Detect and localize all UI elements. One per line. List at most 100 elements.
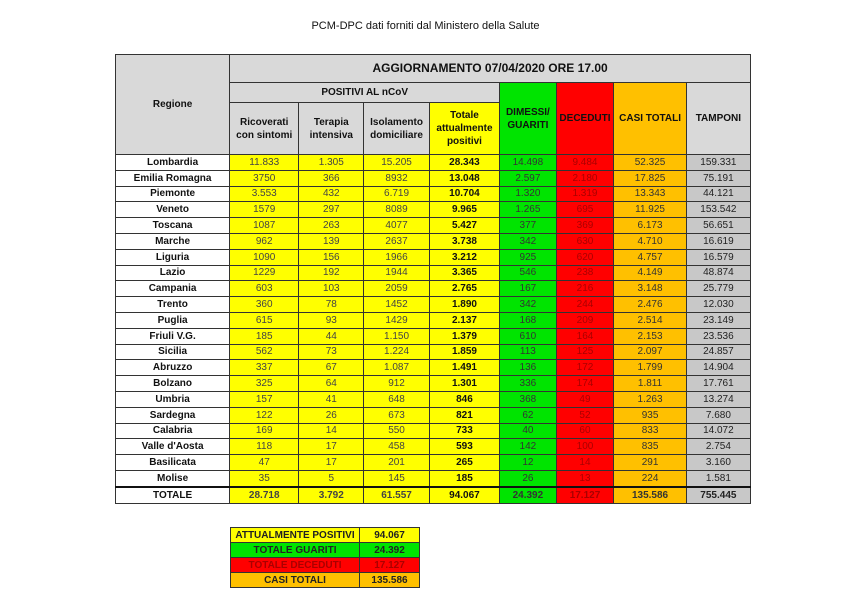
region-name: Sicilia	[114, 343, 231, 361]
region-name: Lombardia	[114, 154, 231, 171]
cell: 1.301	[428, 375, 501, 392]
cell: 9.484	[555, 154, 615, 171]
cell: 846	[428, 390, 501, 408]
cell: 366	[298, 169, 365, 187]
cell: 12	[499, 454, 557, 471]
table-row: Marche 962 139 2637 3.738 342 630 4.710 16.619	[114, 232, 752, 250]
header-totale-positivi: Totale attualmente positivi	[428, 102, 501, 155]
cell: 1090	[229, 248, 300, 266]
cell: 1.150	[363, 327, 430, 345]
cell: 14.072	[685, 422, 752, 440]
cell: 265	[428, 454, 501, 471]
summary-row: TOTALE GUARITI 24.392	[230, 542, 420, 558]
cell: 153.542	[685, 201, 752, 219]
cell: 342	[499, 232, 557, 250]
cell: 48.874	[685, 264, 752, 282]
cell: 369	[555, 217, 615, 234]
cell: 695	[555, 201, 615, 219]
cell: 26	[298, 406, 365, 424]
cell: 49	[555, 390, 615, 408]
cell: 40	[499, 422, 557, 440]
cell: 4077	[363, 217, 430, 234]
page-title: PCM-DPC dati forniti dal Ministero della…	[311, 20, 540, 32]
cell: 458	[363, 438, 430, 456]
cell: 925	[499, 248, 557, 266]
cell: 159.331	[685, 154, 752, 171]
cell: 1.263	[613, 390, 687, 408]
cell: 325	[229, 375, 300, 392]
cell: 93	[298, 311, 365, 329]
cell: 135.586	[613, 485, 687, 504]
cell: 139	[298, 232, 365, 250]
summary-value: 135.586	[359, 572, 420, 588]
region-name: Sardegna	[114, 406, 231, 424]
region-name: Puglia	[114, 311, 231, 329]
header-terapia: Terapia intensiva	[298, 102, 365, 155]
table-row: Trento 360 78 1452 1.890 342 244 2.476 12.030	[114, 296, 752, 313]
cell: 368	[499, 390, 557, 408]
cell: 62	[499, 406, 557, 424]
cell: 8932	[363, 169, 430, 187]
table-row: Veneto 1579 297 8089 9.965 1.265 695 11.925 153.…	[114, 201, 752, 219]
cell: 17	[298, 454, 365, 471]
cell: 201	[363, 454, 430, 471]
cell: 60	[555, 422, 615, 440]
cell: 103	[298, 280, 365, 298]
region-name: Umbria	[114, 390, 231, 408]
table-row: Valle d'Aosta 118 17 458 593 142 100 835 2.754	[114, 438, 752, 456]
cell: 912	[363, 375, 430, 392]
cell: 44.121	[685, 185, 752, 203]
table-row: TOTALE 28.718 3.792 61.557 94.067 24.392 17.12…	[114, 485, 752, 504]
region-name: Molise	[114, 469, 231, 488]
cell: 610	[499, 327, 557, 345]
cell: 755.445	[685, 485, 752, 504]
cell: 15.205	[363, 154, 430, 171]
cell: 23.536	[685, 327, 752, 345]
cell: 630	[555, 232, 615, 250]
cell: 1.265	[499, 201, 557, 219]
cell: 35	[229, 469, 300, 488]
cell: 224	[613, 469, 687, 488]
cell: 113	[499, 343, 557, 361]
cell: 2.153	[613, 327, 687, 345]
cell: 2.180	[555, 169, 615, 187]
cell: 550	[363, 422, 430, 440]
cell: 164	[555, 327, 615, 345]
cell: 1.087	[363, 359, 430, 377]
cell: 833	[613, 422, 687, 440]
region-name: Marche	[114, 232, 231, 250]
cell: 16.579	[685, 248, 752, 266]
cell: 935	[613, 406, 687, 424]
cell: 3.553	[229, 185, 300, 203]
table-row: Abruzzo 337 67 1.087 1.491 136 172 1.799 14.904	[114, 359, 752, 377]
table-row: Campania 603 103 2059 2.765 167 216 3.148 25.779	[114, 280, 752, 298]
cell: 23.149	[685, 311, 752, 329]
cell: 8089	[363, 201, 430, 219]
header-dimessi: DIMESSI/ GUARITI	[499, 82, 557, 155]
summary-row: ATTUALMENTE POSITIVI 94.067	[230, 527, 420, 543]
cell: 13.343	[613, 185, 687, 203]
cell: 67	[298, 359, 365, 377]
table-row: Friuli V.G. 185 44 1.150 1.379 610 164 2.153 23.…	[114, 327, 752, 345]
cell: 1.799	[613, 359, 687, 377]
cell: 61.557	[363, 485, 430, 504]
table-row: Lombardia 11.833 1.305 15.205 28.343 14.498 9.…	[114, 154, 752, 171]
summary-label: ATTUALMENTE POSITIVI	[230, 527, 360, 543]
cell: 168	[499, 311, 557, 329]
cell: 64	[298, 375, 365, 392]
cell: 24.392	[499, 485, 557, 504]
cell: 16.619	[685, 232, 752, 250]
cell: 185	[229, 327, 300, 345]
cell: 28.343	[428, 154, 501, 171]
cell: 13.274	[685, 390, 752, 408]
cell: 17.761	[685, 375, 752, 392]
cell: 28.718	[229, 485, 300, 504]
cell: 216	[555, 280, 615, 298]
region-name: Toscana	[114, 217, 231, 234]
cell: 13.048	[428, 169, 501, 187]
cell: 1452	[363, 296, 430, 313]
cell: 648	[363, 390, 430, 408]
cell: 142	[499, 438, 557, 456]
cell: 1429	[363, 311, 430, 329]
cell: 17	[298, 438, 365, 456]
